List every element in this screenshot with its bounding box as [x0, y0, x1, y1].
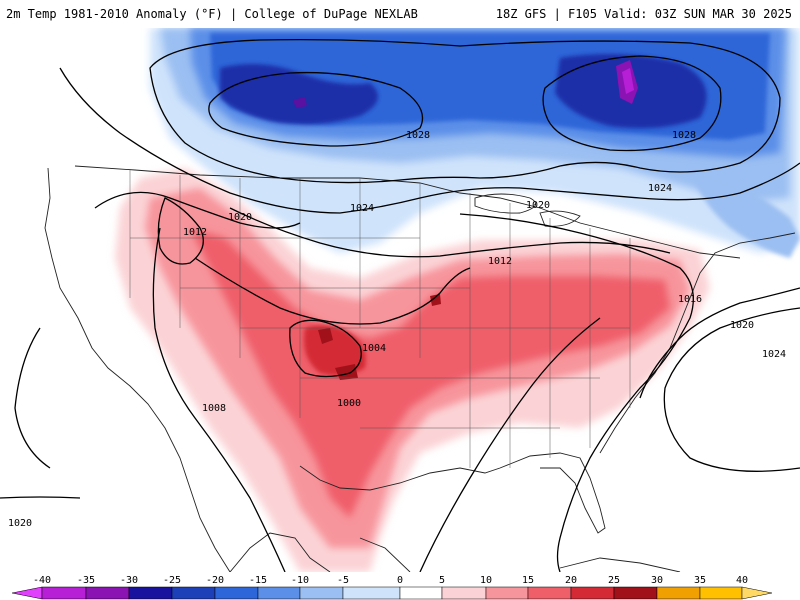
- legend-tick-label: -25: [163, 575, 181, 586]
- state-lines-east: [469, 193, 631, 468]
- isobar-label-1028-west: 1028: [406, 130, 430, 141]
- legend-swatch: [570, 586, 615, 600]
- isobar-label-1024-north: 1024: [350, 203, 374, 214]
- legend-swatch: [613, 586, 658, 600]
- legend-swatch: [399, 586, 443, 600]
- warm-anomaly-intense: [304, 324, 366, 376]
- legend-swatches: [11, 586, 773, 600]
- legend-swatch: [214, 586, 259, 600]
- isobar-1020-atlantic: [639, 287, 800, 399]
- legend-tick-label: -35: [77, 575, 95, 586]
- isobar-1008-southwest: [152, 227, 286, 572]
- legend-tick-label: 5: [439, 575, 445, 586]
- legend-tick-label: -15: [249, 575, 267, 586]
- legend-tick-label: 30: [651, 575, 663, 586]
- legend-swatch: [485, 586, 529, 600]
- legend-tick-label: -30: [120, 575, 138, 586]
- isobar-1012-central: [229, 207, 671, 258]
- gulf-coast: [299, 452, 606, 534]
- isobar-label-1016-east: 1016: [678, 294, 702, 305]
- legend-swatch: [85, 586, 130, 600]
- isobar-label-1020-pacific: 1020: [8, 518, 32, 529]
- mexico-outline: [229, 532, 411, 572]
- isobar-label-1000-low: 1000: [337, 398, 361, 409]
- legend-swatch: [11, 586, 43, 600]
- east-coast: [599, 232, 796, 454]
- legend-swatch: [257, 586, 301, 600]
- isobar-1016-east: [459, 213, 694, 572]
- isobar-label-1020-northwest: 1020: [228, 212, 252, 223]
- isobar-1028-east: [542, 55, 722, 152]
- isobar-extra-southeast: [419, 317, 601, 572]
- legend-swatch: [527, 586, 572, 600]
- cold-anomaly-shading: [150, 28, 800, 258]
- isobar-1024-north: [149, 38, 781, 184]
- cold-anomaly-florida-coast: [690, 168, 800, 258]
- legend-tick-label: -5: [337, 575, 349, 586]
- isobar-label-1024-atlantic: 1024: [762, 349, 786, 360]
- isobar-labels: 1028 1028 1024 1024 1024 1020 1020 1020 …: [8, 130, 786, 529]
- isobar-label-1028-east: 1028: [672, 130, 696, 141]
- legend-tick-label: -40: [33, 575, 51, 586]
- state-lines-west: [129, 170, 421, 418]
- isobar-label-1020-atlantic: 1020: [730, 320, 754, 331]
- legend-swatch: [441, 586, 487, 600]
- anomaly-map: 1028 1028 1024 1024 1024 1020 1020 1020 …: [0, 28, 800, 572]
- legend-swatch: [699, 586, 743, 600]
- geography-outlines: [44, 165, 796, 572]
- isobar-1020-northwest: [94, 191, 301, 229]
- isobar-1020-north: [59, 67, 800, 214]
- us-canada-border: [74, 165, 741, 259]
- state-lines-horizontal: [130, 237, 630, 429]
- legend-tick-label: 35: [694, 575, 706, 586]
- legend-tick-label: -20: [206, 575, 224, 586]
- isobar-1024-atlantic: [663, 307, 800, 472]
- isobar-label-1020-north: 1020: [526, 200, 550, 211]
- cold-anomaly-core-west: [293, 97, 307, 108]
- map-title: 2m Temp 1981-2010 Anomaly (°F) | College…: [6, 7, 418, 21]
- isobar-1004-plains: [194, 257, 471, 325]
- legend-tick-label: 0: [397, 575, 403, 586]
- legend-tick-label: 10: [480, 575, 492, 586]
- isobar-label-1012-central: 1012: [488, 256, 512, 267]
- model-run-info: 18Z GFS | F105 Valid: 03Z SUN MAR 30 202…: [495, 7, 792, 21]
- isobar-label-1012-northwest: 1012: [183, 227, 207, 238]
- legend-swatch: [741, 586, 773, 600]
- legend-swatch: [656, 586, 701, 600]
- legend-tick-label: 20: [565, 575, 577, 586]
- cold-anomaly-deep-west: [220, 64, 378, 125]
- great-lakes: [474, 193, 581, 227]
- legend-swatch: [41, 586, 87, 600]
- cold-anomaly-core-east-2: [622, 68, 634, 94]
- isobar-label-1004-plains: 1004: [362, 343, 386, 354]
- state-borders: [129, 170, 631, 468]
- legend-tick-label: -10: [291, 575, 309, 586]
- map-header: 2m Temp 1981-2010 Anomaly (°F) | College…: [0, 0, 800, 28]
- isobar-1020-pacific: [0, 496, 81, 499]
- color-scale-legend: -40 -35 -30 -25 -20 -15 -10 -5 0 5 10 15…: [11, 575, 773, 600]
- isobar-label-1008-southwest: 1008: [202, 403, 226, 414]
- legend-swatch: [128, 586, 173, 600]
- isobars: [0, 38, 800, 572]
- legend-swatch: [299, 586, 344, 600]
- isobar-1028-west: [208, 71, 424, 147]
- west-coast: [44, 167, 231, 572]
- isobar-label-1024-northeast: 1024: [648, 183, 672, 194]
- legend-swatch: [342, 586, 401, 600]
- legend-tick-label: 25: [608, 575, 620, 586]
- cuba-outline: [559, 557, 681, 572]
- isobar-1000-low: [289, 319, 362, 378]
- isobar-extra-pacific: [14, 327, 51, 469]
- legend-tick-label: 40: [736, 575, 748, 586]
- legend-tick-label: 15: [522, 575, 534, 586]
- legend-swatch: [171, 586, 216, 600]
